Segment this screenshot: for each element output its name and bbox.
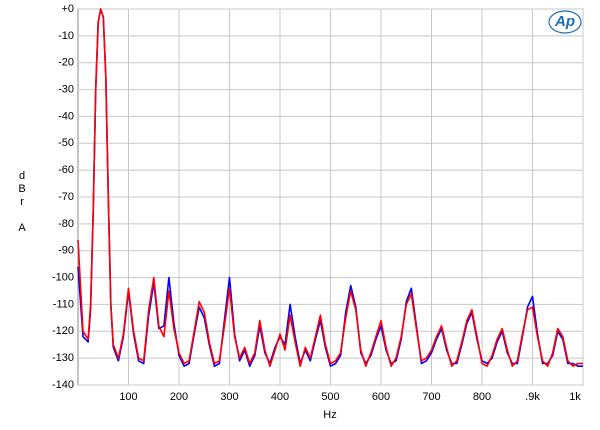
x-tick-label: 100 bbox=[119, 391, 137, 403]
x-tick-label: 200 bbox=[170, 391, 188, 403]
y-tick-label: -70 bbox=[58, 191, 74, 203]
x-tick-label: 400 bbox=[271, 391, 289, 403]
x-tick-label: 600 bbox=[372, 391, 390, 403]
y-tick-label: -30 bbox=[58, 83, 74, 95]
y-tick-label: +0 bbox=[61, 3, 74, 15]
spectrum-line bbox=[77, 8, 583, 367]
y-tick-label: -60 bbox=[58, 164, 74, 176]
x-tick-label: 300 bbox=[220, 391, 238, 403]
y-tick-label: -80 bbox=[58, 218, 74, 230]
y-tick-label: -50 bbox=[58, 137, 74, 149]
x-tick-label: 700 bbox=[422, 391, 440, 403]
y-tick-label: -10 bbox=[58, 30, 74, 42]
y-tick-label: -90 bbox=[58, 245, 74, 257]
y-tick-label: -120 bbox=[52, 325, 74, 337]
y-tick-label: -130 bbox=[52, 352, 74, 364]
x-tick-label: .9k bbox=[525, 391, 540, 403]
y-tick-label: -140 bbox=[52, 379, 74, 391]
logo-ring bbox=[548, 10, 582, 34]
logo: Ap bbox=[554, 13, 575, 30]
x-tick-label: 1k bbox=[569, 391, 581, 403]
x-tick-label: 800 bbox=[473, 391, 491, 403]
y-tick-label: -40 bbox=[58, 110, 74, 122]
x-tick-label: 500 bbox=[321, 391, 339, 403]
y-tick-label: -100 bbox=[52, 271, 74, 283]
y-axis-label: dBr A bbox=[16, 170, 28, 235]
x-axis-label: Hz bbox=[323, 409, 336, 421]
y-tick-label: -110 bbox=[53, 298, 74, 310]
y-tick-label: -20 bbox=[58, 57, 74, 69]
